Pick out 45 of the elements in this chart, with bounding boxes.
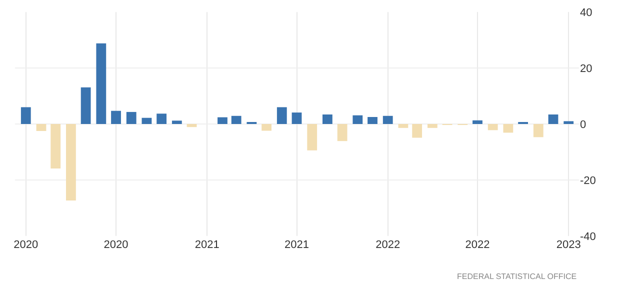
bar	[96, 43, 106, 124]
bar	[488, 124, 498, 130]
x-tick-label: 2021	[284, 239, 309, 251]
bar	[126, 112, 136, 124]
bar	[398, 124, 408, 128]
bar	[231, 116, 242, 124]
bar	[172, 120, 182, 124]
bar	[50, 124, 61, 169]
y-tick-label: -20	[580, 174, 596, 187]
bar	[307, 124, 318, 150]
x-tick-label: 2020	[104, 239, 128, 251]
bar	[292, 112, 302, 124]
bar	[186, 124, 197, 128]
bar	[427, 124, 438, 128]
bar	[20, 107, 31, 124]
x-tick-label: 2020	[14, 239, 38, 251]
y-tick-label: 0	[580, 118, 586, 131]
bar	[503, 124, 514, 133]
bar	[322, 114, 332, 124]
y-tick-label: 20	[580, 62, 592, 75]
x-tick-label: 2021	[194, 239, 220, 251]
x-tick-label: 2023	[556, 239, 581, 251]
bar	[142, 118, 152, 124]
bar	[276, 107, 287, 124]
bar	[337, 124, 348, 142]
x-tick-label: 2022	[376, 239, 400, 251]
bar	[382, 116, 393, 124]
bar	[262, 124, 272, 131]
bar	[564, 121, 574, 124]
bar	[472, 120, 482, 124]
x-tick-label: 2022	[465, 239, 490, 251]
bar	[368, 117, 378, 124]
bar	[156, 114, 167, 124]
bar	[548, 114, 558, 124]
bar	[352, 115, 363, 124]
bar	[36, 124, 46, 131]
bar	[111, 110, 121, 124]
bar	[218, 117, 228, 124]
bar	[66, 124, 76, 200]
bar	[533, 124, 544, 138]
y-tick-label: -40	[580, 230, 596, 243]
text: FEDERAL STATISTICAL OFFICE	[457, 272, 577, 281]
bar	[412, 124, 422, 138]
bar	[80, 87, 91, 124]
y-tick-label: 40	[580, 6, 592, 19]
